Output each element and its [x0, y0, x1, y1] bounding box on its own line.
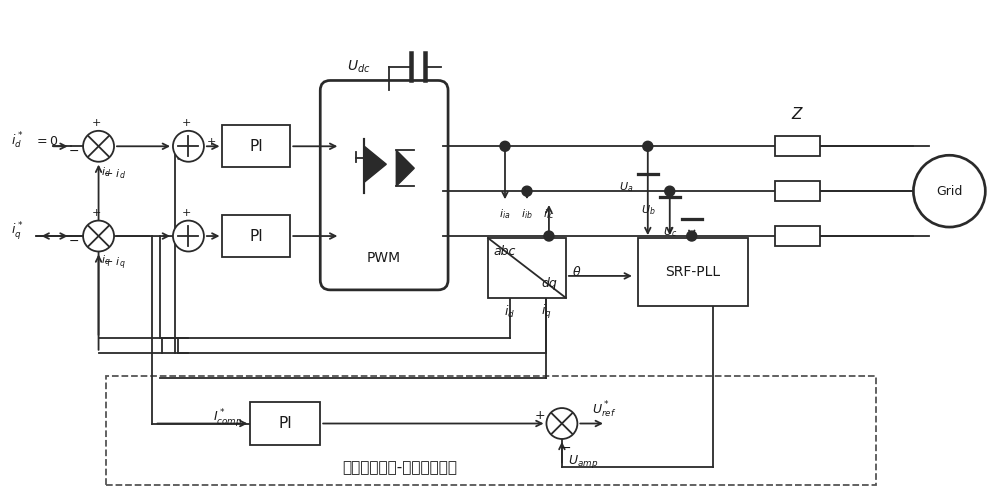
Bar: [775, 136, 820, 156]
Text: $-$: $-$: [560, 441, 571, 454]
Bar: [638, 238, 748, 306]
Text: $-\ i_d$: $-\ i_d$: [103, 167, 126, 181]
Circle shape: [687, 231, 697, 241]
Circle shape: [83, 131, 114, 162]
Circle shape: [173, 221, 204, 251]
Text: $-\ i_q$: $-\ i_q$: [103, 255, 125, 272]
Text: $i_{ib}$: $i_{ib}$: [521, 207, 533, 221]
Text: $= 0$: $= 0$: [34, 135, 58, 148]
Text: $i_{ic}$: $i_{ic}$: [543, 207, 555, 221]
Text: $-$: $-$: [68, 144, 79, 157]
Text: $i_d^*$: $i_d^*$: [11, 131, 23, 151]
Polygon shape: [396, 150, 414, 186]
Text: $U_b$: $U_b$: [641, 203, 656, 217]
Circle shape: [173, 131, 204, 162]
Circle shape: [643, 141, 653, 151]
Circle shape: [665, 186, 675, 196]
Text: +: +: [92, 208, 101, 218]
Text: $U_a$: $U_a$: [619, 180, 634, 194]
Circle shape: [83, 221, 114, 251]
Text: $i_q$: $i_q$: [541, 303, 551, 321]
Text: $i_q^*$: $i_q^*$: [11, 220, 23, 242]
Text: 动态电压幅值-无功电流控制: 动态电压幅值-无功电流控制: [343, 460, 458, 475]
Bar: [775, 226, 820, 246]
Text: $U_c$: $U_c$: [663, 225, 678, 239]
Circle shape: [522, 186, 532, 196]
Text: $i_d$: $i_d$: [101, 165, 111, 179]
Text: Z: Z: [792, 107, 802, 122]
Text: +: +: [182, 118, 191, 128]
Text: +: +: [207, 137, 217, 147]
Text: abc: abc: [494, 246, 516, 258]
Circle shape: [546, 408, 577, 439]
Text: $i_{ia}$: $i_{ia}$: [499, 207, 511, 221]
Polygon shape: [364, 146, 386, 182]
Text: PI: PI: [249, 139, 263, 154]
Bar: [222, 215, 290, 257]
Circle shape: [500, 141, 510, 151]
Text: $i_q$: $i_q$: [101, 253, 110, 269]
Text: dq: dq: [541, 277, 557, 290]
Text: $U_{ref}^*$: $U_{ref}^*$: [592, 399, 616, 420]
Circle shape: [544, 231, 554, 241]
Text: +: +: [182, 208, 191, 218]
Text: +: +: [92, 118, 101, 128]
Bar: [775, 181, 820, 201]
Text: +: +: [535, 409, 545, 422]
Bar: [488, 238, 566, 298]
Text: $I_{comp}^*$: $I_{comp}^*$: [213, 406, 242, 428]
Text: $i_d$: $i_d$: [504, 304, 516, 320]
Text: PWM: PWM: [367, 251, 401, 265]
Text: $U_{dc}$: $U_{dc}$: [347, 58, 371, 75]
FancyBboxPatch shape: [320, 81, 448, 290]
Text: Grid: Grid: [936, 185, 963, 198]
Text: PI: PI: [278, 416, 292, 431]
Circle shape: [913, 155, 985, 227]
Text: $U_{amp}$: $U_{amp}$: [568, 453, 598, 470]
Text: $-$: $-$: [68, 234, 79, 247]
Bar: [222, 125, 290, 167]
Bar: [106, 375, 876, 486]
Text: $\theta$: $\theta$: [572, 265, 581, 279]
Text: SRF-PLL: SRF-PLL: [665, 265, 720, 279]
Text: PI: PI: [249, 229, 263, 244]
Bar: [250, 401, 320, 445]
